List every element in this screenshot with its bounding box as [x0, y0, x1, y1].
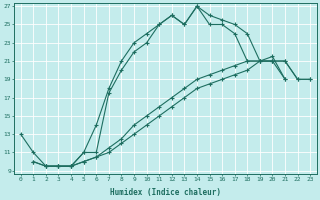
X-axis label: Humidex (Indice chaleur): Humidex (Indice chaleur): [110, 188, 221, 197]
